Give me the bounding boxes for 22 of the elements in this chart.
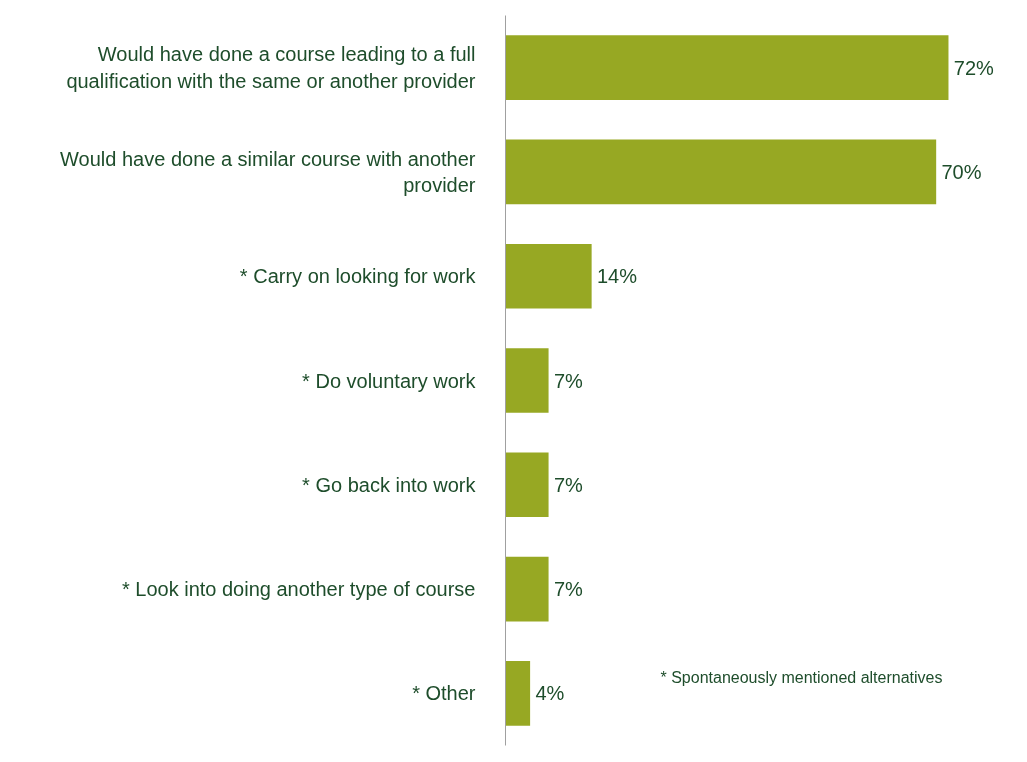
data-label: 7% (553, 369, 584, 392)
bar (505, 348, 549, 413)
y-tick-label: * Go back into work (302, 473, 477, 496)
bar (505, 35, 949, 100)
bar (505, 243, 592, 309)
annotation: * Spontaneously mentioned alternatives (660, 668, 943, 686)
data-label: 7% (553, 578, 584, 601)
bar (505, 139, 937, 205)
y-tick-label: * Look into doing another type of course (121, 578, 476, 601)
data-label: 4% (535, 682, 565, 705)
y-tick-label: * Do voluntary work (302, 369, 477, 392)
bar (505, 452, 549, 518)
y-tick-label: Would have done a course leading to a full qualification with the same or another provider (66, 43, 476, 92)
y-tick-label: Would have done a similar course with another provider (60, 147, 476, 197)
bar (505, 661, 531, 726)
data-label: 72% (953, 56, 995, 79)
data-label: 7% (553, 473, 584, 496)
bar (505, 556, 549, 622)
data-label: 70% (941, 160, 982, 183)
y-tick-label: * Other (412, 682, 476, 705)
y-tick-label: * Carry on looking for work (239, 265, 477, 288)
data-label: 14% (596, 265, 638, 288)
